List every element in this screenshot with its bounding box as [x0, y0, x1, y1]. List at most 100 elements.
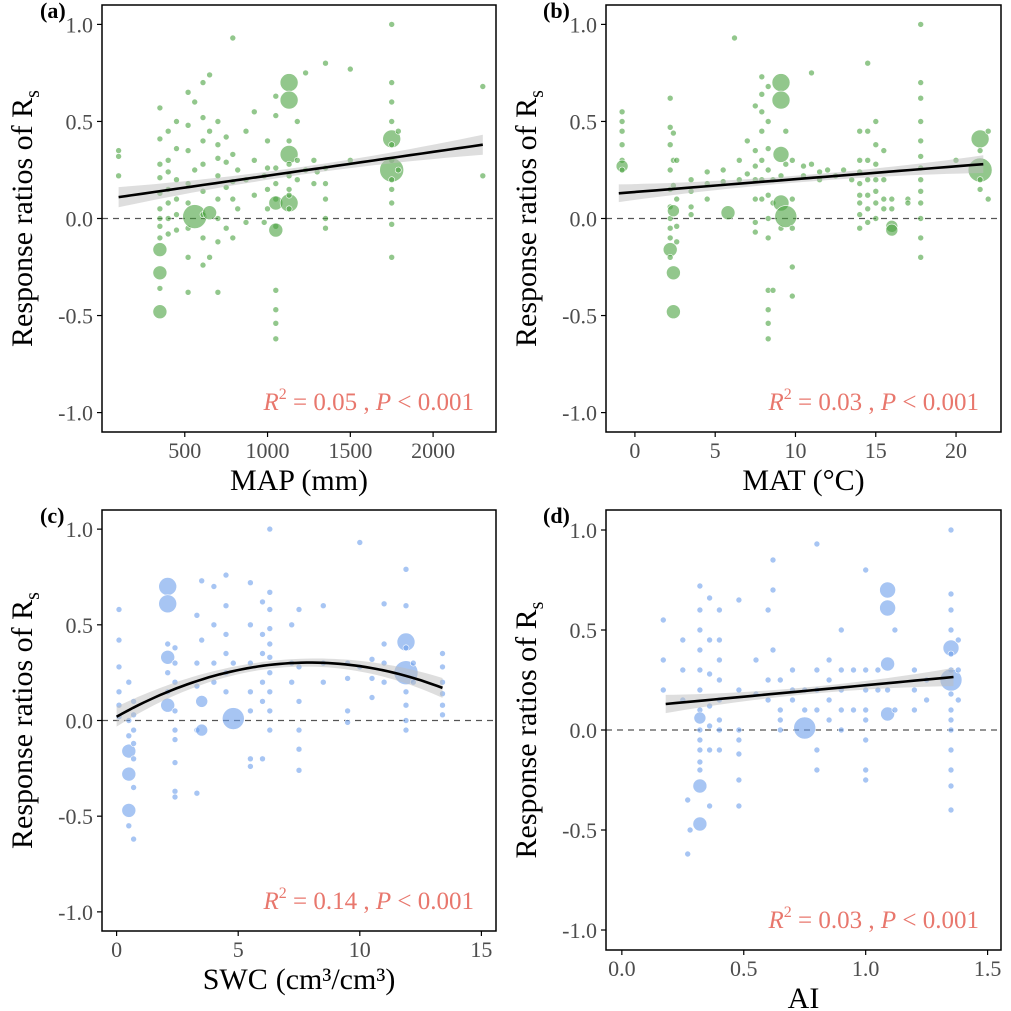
y-axis-label: Response ratios of Rs — [510, 90, 548, 347]
y-tick-label: -0.5 — [58, 804, 93, 829]
data-point — [706, 746, 713, 754]
data-point — [171, 644, 179, 652]
data-point — [344, 719, 351, 726]
data-point — [666, 234, 674, 242]
data-point — [130, 740, 137, 747]
data-point — [776, 726, 784, 734]
data-point — [716, 716, 723, 724]
data-point — [230, 659, 237, 667]
data-point — [716, 656, 723, 664]
data-point — [954, 666, 962, 674]
data-point — [402, 602, 410, 610]
data-point — [788, 195, 796, 203]
data-point — [862, 706, 870, 714]
data-point — [115, 147, 122, 154]
data-point — [735, 750, 743, 758]
data-point — [115, 153, 122, 160]
data-point — [222, 650, 230, 657]
data-point — [618, 127, 626, 135]
data-point — [824, 166, 831, 174]
data-point — [667, 204, 680, 217]
data-point — [659, 686, 667, 694]
data-point — [156, 215, 164, 222]
data-point — [947, 766, 955, 774]
data-point — [696, 686, 704, 694]
data-point — [402, 701, 410, 709]
data-point — [706, 670, 713, 678]
data-point — [206, 71, 213, 79]
data-point — [368, 675, 376, 682]
data-point — [402, 644, 410, 652]
y-tick-label: -1.0 — [58, 900, 93, 925]
data-point — [758, 91, 766, 98]
data-point — [679, 666, 687, 674]
data-point — [947, 626, 955, 634]
data-point — [251, 157, 258, 164]
data-point — [686, 826, 694, 834]
panel-label: (c) — [40, 503, 64, 528]
data-point — [288, 621, 296, 629]
data-point — [368, 655, 376, 663]
data-point — [125, 678, 133, 686]
data-point — [156, 205, 164, 213]
data-point — [687, 211, 695, 218]
data-point — [764, 234, 772, 242]
data-point — [774, 205, 798, 228]
data-point — [917, 21, 925, 28]
points — [659, 526, 963, 858]
data-point — [242, 219, 250, 226]
data-point — [402, 688, 410, 696]
data-point — [696, 666, 704, 674]
stats-annotation: R2 = 0.03 , P < 0.001 — [767, 386, 979, 416]
data-point — [199, 261, 207, 269]
data-point — [837, 666, 845, 674]
data-point — [125, 822, 133, 830]
data-point — [210, 659, 218, 667]
data-point — [214, 215, 222, 222]
data-point — [310, 180, 318, 187]
y-axis-label-subscript: s — [526, 601, 548, 609]
data-point — [193, 789, 201, 797]
y-tick-label: 1.0 — [66, 517, 94, 542]
data-point — [193, 611, 201, 619]
data-point — [184, 288, 192, 296]
data-point — [666, 224, 674, 232]
data-point — [222, 688, 230, 696]
data-point — [266, 625, 274, 632]
data-point — [735, 596, 743, 604]
data-point — [764, 166, 772, 174]
data-point — [764, 335, 772, 343]
data-point — [388, 199, 396, 207]
data-point — [696, 736, 704, 744]
data-point — [234, 166, 241, 174]
data-point — [888, 195, 896, 203]
data-point — [735, 157, 743, 164]
x-tick-label: 10 — [349, 937, 371, 962]
data-point — [687, 176, 695, 183]
data-point — [666, 141, 674, 148]
data-point — [879, 581, 896, 599]
data-point — [984, 127, 992, 135]
data-point — [856, 127, 864, 135]
data-point — [872, 141, 880, 148]
data-point — [222, 707, 245, 730]
data-point — [864, 191, 872, 199]
data-point — [293, 157, 301, 164]
data-point — [322, 215, 329, 222]
data-point — [199, 234, 207, 242]
data-point — [813, 766, 821, 774]
data-point — [947, 706, 955, 714]
data-point — [864, 59, 872, 67]
x-axis-label: MAT (°C) — [742, 464, 864, 497]
data-point — [752, 656, 760, 664]
data-point — [880, 176, 888, 183]
data-point — [199, 79, 207, 86]
data-point — [272, 319, 280, 327]
data-point — [837, 626, 845, 634]
data-point — [771, 73, 791, 92]
data-point — [856, 191, 864, 199]
data-point — [850, 666, 857, 674]
data-point — [764, 191, 772, 199]
data-point — [234, 205, 241, 213]
data-point — [891, 706, 899, 714]
